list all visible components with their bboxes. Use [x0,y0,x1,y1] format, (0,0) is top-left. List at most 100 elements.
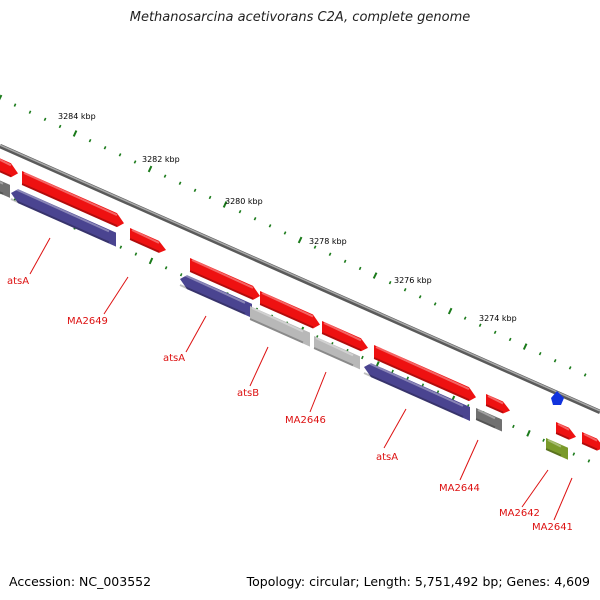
backbone-line [0,143,600,415]
gene-feature-fwd-5-shade [321,332,362,352]
gene-feature-rev-5 [363,361,470,421]
gene-feature-gray-6-body [476,408,502,432]
gene-label-MA2646[interactable]: MA2646 [285,415,326,426]
ruler-tick-outer [297,236,303,244]
leader-line-5 [383,408,407,449]
ruler-tick-outer [118,153,122,157]
genome-backbone [0,143,600,415]
ruler-tick-outer [568,366,572,370]
gene-feature-fwd-4-shade [259,303,314,329]
ruler-tick-inner [179,273,183,277]
gene-feature-fwd-9-highlight [583,433,598,442]
gene-feature-fwd-9 [581,432,600,451]
ruler-tick-outer [103,146,107,150]
gene-feature-rev-1-shade [10,198,110,244]
ruler-tick-outer [253,217,257,221]
gene-feature-rev-1 [10,187,116,247]
gene-feature-gray-3-highlight [251,307,304,333]
ruler-tick-outer [358,266,362,271]
gene-feature-rev-1-highlight [12,187,110,233]
leader-line-6 [459,439,479,481]
gene-feature-fwd-7-shade [485,404,504,414]
ruler-tick-outer [328,252,332,256]
gene-labels: atsA MA2649 atsA atsB MA2646 atsA MA2644… [7,276,573,533]
ruler-tick-outer [447,307,453,315]
ruler-tick-outer [583,373,587,377]
gene-label-atsA-2[interactable]: atsA [163,353,185,364]
ruler-tick-outer [403,288,407,292]
gene-feature-fwd-9-shade [581,442,598,451]
ruler-tick-outer [418,295,422,299]
gene-label-MA2642[interactable]: MA2642 [499,508,540,519]
gene-label-MA2641[interactable]: MA2641 [532,522,573,533]
gene-feature-fwd-1 [21,171,124,228]
gene-feature-gray-6-shade [475,418,496,429]
gene-feature-fwd-3 [189,258,260,300]
gene-feature-olive-7-highlight [547,439,562,448]
gene-feature-fwd-5-body [322,321,368,352]
ruler-tick-inner [391,369,394,374]
gene-label-MA2649[interactable]: MA2649 [67,316,108,327]
leader-line-0 [29,237,51,275]
genome-summary-text: Topology: circular; Length: 5,751,492 bp… [246,574,590,589]
ruler-tick-outer [433,302,437,306]
ruler-label-3282: 3282 kbp [142,155,180,164]
gene-feature-fwd-3-shade [189,270,254,300]
gene-feature-fwd-0-body [0,158,18,178]
gene-feature-fwd-6-shade [373,357,470,402]
ruler-tick-outer [538,351,542,356]
ruler-tick-outer [178,181,182,185]
gene-feature-gray-4 [313,336,360,370]
gene-feature-rev-5-shade [363,372,464,418]
gene-feature-rev-2 [179,273,252,318]
gene-feature-rev-5-highlight [365,361,464,407]
gene-feature-fwd-5 [321,321,368,352]
ruler-tick-outer [522,343,528,350]
gene-label-MA2644[interactable]: MA2644 [439,483,480,494]
gene-feature-fwd-2-body [130,228,166,253]
gene-feature-olive-7-shade [545,448,562,457]
ruler-tick-outer [72,130,78,137]
gene-feature-fwd-9-body [582,432,600,451]
gene-feature-gray-0-highlight [0,181,4,185]
ruler-tick-outer [58,124,62,129]
ruler-tick-outer [343,259,347,264]
ruler-tick-outer [147,165,153,173]
gene-feature-fwd-6 [373,345,476,402]
leader-line-3 [249,346,269,387]
gene-label-atsB[interactable]: atsB [237,388,259,399]
gene-label-atsA-3[interactable]: atsA [376,452,398,463]
ruler-tick-outer [478,323,482,327]
gene-feature-gray-3 [249,306,310,347]
gene-feature-fwd-1-highlight [23,172,118,217]
gene-feature-fwd-0 [0,158,18,178]
leader-line-4 [309,371,327,413]
gene-feature-fwd-1-body [22,171,124,228]
ruler-tick-outer [463,316,467,320]
ruler-tick-outer [238,209,242,214]
gene-feature-rev-2-shade [179,284,246,315]
ruler-tick-outer [0,94,3,101]
accession-text: Accession: NC_003552 [9,574,152,589]
ruler-tick-inner [148,257,154,265]
leader-line-2 [185,315,207,353]
gene-feature-fwd-6-highlight [375,346,470,391]
gene-feature-gray-4-highlight [315,337,354,357]
ruler-tick-outer [508,337,512,342]
gene-feature-blue [551,391,564,405]
gene-label-atsA-1[interactable]: atsA [7,276,29,287]
gene-feature-rev-2-body [180,275,252,318]
gene-features [0,158,600,460]
ruler-tick-inner [526,429,531,437]
gene-feature-fwd-6-body [374,345,476,402]
gene-feature-fwd-7 [485,394,510,414]
gene-feature-fwd-4-body [260,291,320,329]
ruler-tick-inner [134,252,138,256]
ruler-tick-outer [222,201,228,208]
gene-feature-fwd-3-highlight [191,259,254,289]
gene-feature-fwd-4-highlight [261,292,314,318]
ruler-labels: 3284 kbp 3282 kbp 3280 kbp 3278 kbp 3276… [58,112,517,323]
leader-line-8 [553,477,573,521]
ruler-tick-outer [313,245,317,249]
